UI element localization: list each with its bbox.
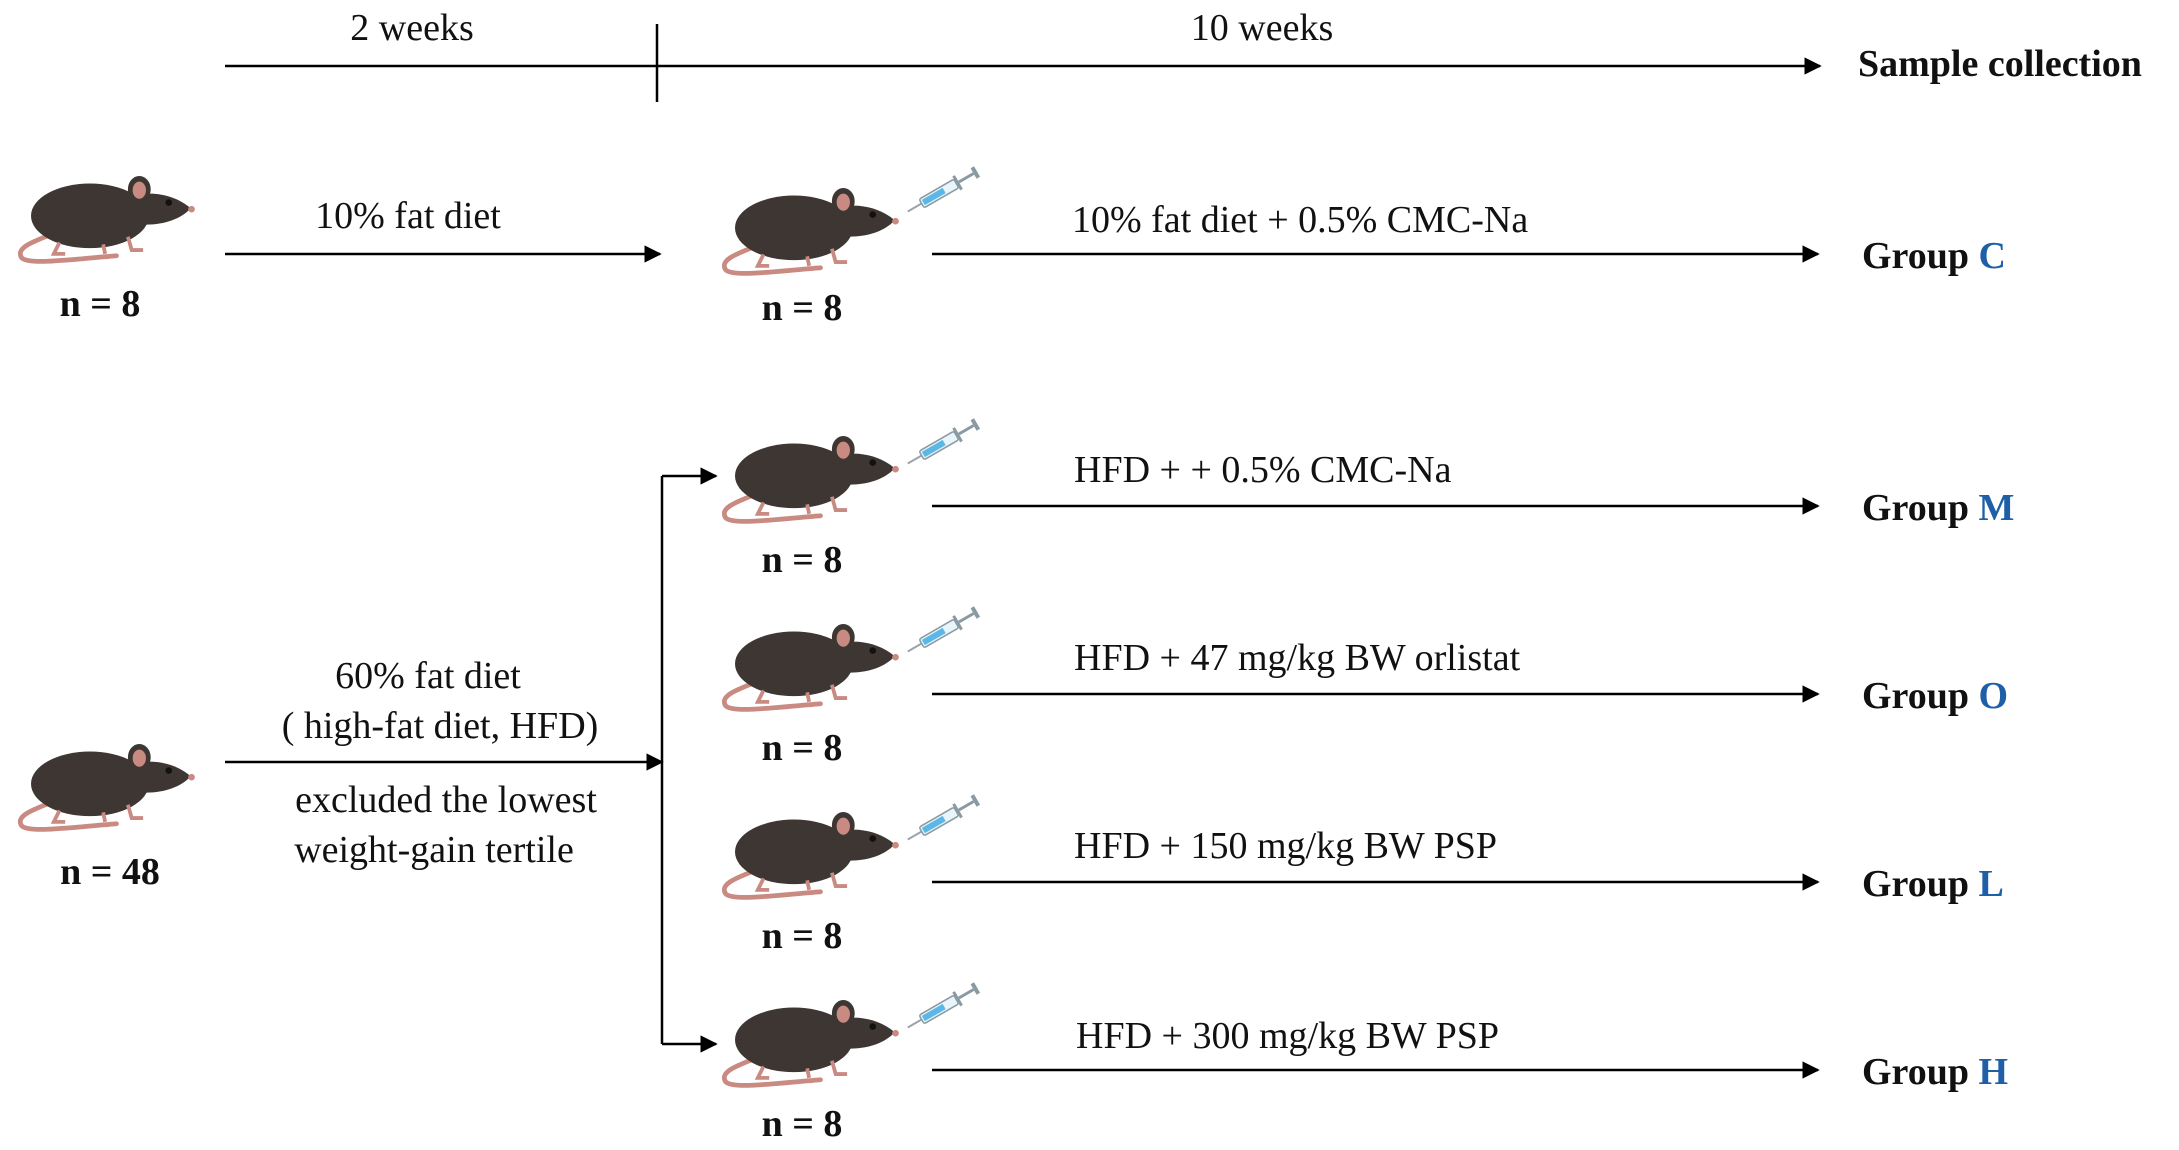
control-start-mouse-icon [20, 176, 195, 261]
group-label: Group L [1862, 863, 2004, 905]
group-prefix: Group [1862, 863, 1969, 905]
syringe-icon [902, 979, 983, 1036]
group-label: Group O [1862, 675, 2008, 717]
hfd-group-o: n = 8 HFD + 47 mg/kg BW orlistat Group O [724, 603, 2008, 769]
group-count: n = 8 [762, 915, 843, 957]
group-mouse-icon [724, 624, 899, 709]
group-code: C [1979, 235, 2006, 277]
group-treatment-label: HFD + + 0.5% CMC-Na [1074, 449, 1452, 491]
group-label: Group M [1862, 487, 2014, 529]
group-code: O [1979, 675, 2009, 717]
group-count: n = 8 [762, 727, 843, 769]
control-syringe-icon [902, 163, 983, 220]
hfd-exclusion-line2: weight-gain tertile [294, 829, 574, 871]
group-count: n = 8 [762, 1103, 843, 1145]
control-group-label: Group C [1862, 235, 2006, 277]
endpoint-label: Sample collection [1858, 43, 2142, 85]
hfd-start-mouse-icon [20, 744, 195, 829]
hfd-group-l: n = 8 HFD + 150 mg/kg BW PSP Group L [724, 791, 2004, 957]
group-treatment-label: HFD + 300 mg/kg BW PSP [1076, 1015, 1499, 1057]
phase2-label: 10 weeks [1191, 7, 1333, 49]
hfd-start-count: n = 48 [60, 851, 160, 893]
group-prefix: Group [1862, 1051, 1969, 1093]
hfd-diet-label-line1: 60% fat diet [335, 655, 521, 697]
control-treatment-label: 10% fat diet + 0.5% CMC-Na [1072, 199, 1528, 241]
group-treatment-label: HFD + 47 mg/kg BW orlistat [1074, 637, 1521, 679]
hfd-group-m: n = 8 HFD + + 0.5% CMC-Na Group M [724, 415, 2014, 581]
group-code: L [1979, 863, 2004, 905]
control-start-count: n = 8 [60, 283, 141, 325]
hfd-exclusion-line1: excluded the lowest [295, 779, 597, 821]
group-count: n = 8 [762, 539, 843, 581]
group-prefix: Group [1862, 675, 1969, 717]
group-prefix: Group [1862, 235, 1969, 277]
control-treated-count: n = 8 [762, 287, 843, 329]
hfd-diet-label-line2: ( high-fat diet, HFD) [282, 705, 599, 747]
syringe-icon [902, 603, 983, 660]
group-code: H [1979, 1051, 2009, 1093]
group-label: Group H [1862, 1051, 2008, 1093]
group-mouse-icon [724, 1000, 899, 1085]
group-mouse-icon [724, 436, 899, 521]
control-diet-label: 10% fat diet [315, 195, 501, 237]
hfd-group-h: n = 8 HFD + 300 mg/kg BW PSP Group H [724, 979, 2008, 1145]
phase1-label: 2 weeks [350, 7, 473, 49]
syringe-icon [902, 415, 983, 472]
group-mouse-icon [724, 812, 899, 897]
control-treated-mouse-icon [724, 188, 899, 273]
group-treatment-label: HFD + 150 mg/kg BW PSP [1074, 825, 1497, 867]
group-code: M [1979, 487, 2015, 529]
syringe-icon [902, 791, 983, 848]
group-prefix: Group [1862, 487, 1969, 529]
